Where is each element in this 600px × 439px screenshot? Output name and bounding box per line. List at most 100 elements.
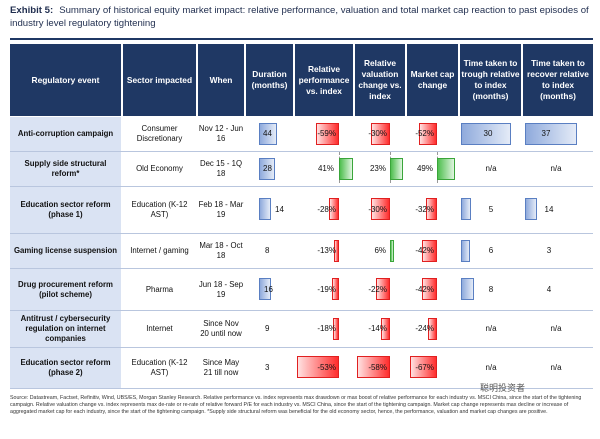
- mcap-bar: [428, 318, 437, 340]
- rel-perf-value: -13%: [317, 246, 336, 255]
- duration-value: 16: [264, 285, 273, 294]
- when: Dec 15 - 1Q 18: [199, 159, 243, 178]
- trough-bar: [461, 240, 470, 262]
- duration-bar: [259, 123, 277, 145]
- mcap-value: -42%: [415, 246, 434, 255]
- recover-value: n/a: [550, 363, 562, 372]
- rel-perf-bar: [297, 356, 339, 378]
- rel-val-bar: [371, 198, 390, 220]
- duration-value: 14: [275, 205, 284, 214]
- event-name: Education sector reform (phase 1): [10, 187, 121, 233]
- event-name: Supply side structural reform*: [10, 152, 121, 186]
- mcap-bar: [410, 356, 437, 378]
- duration-value: 9: [265, 324, 270, 333]
- recover-value: n/a: [550, 164, 562, 173]
- rel-perf-value: -19%: [317, 285, 336, 294]
- rel-val-bar: [376, 278, 390, 300]
- when: Mar 18 - Oct 18: [199, 241, 243, 260]
- mcap-bar: [437, 158, 455, 180]
- table-row: Education sector reform (phase 1) Educat…: [10, 187, 593, 234]
- duration-bar: [259, 278, 271, 300]
- when: Jun 18 - Sep 19: [198, 279, 244, 299]
- trough-value: 30: [483, 129, 493, 138]
- mcap-value: -42%: [415, 285, 434, 294]
- header-recover: Time taken to recover relative to index …: [523, 44, 593, 116]
- trough-value: n/a: [485, 164, 497, 173]
- rel-val-value: 6%: [374, 246, 386, 255]
- rel-perf-bar: [334, 240, 339, 262]
- event-name: Gaming license suspension: [10, 234, 121, 268]
- table-row: Antitrust / cybersecurity regulation on …: [10, 311, 593, 348]
- recover-value: 14: [544, 205, 554, 214]
- source-footnote: Source: Datastream, Factset, Refinitiv, …: [10, 395, 582, 415]
- table-row: Drug procurement reform (pilot scheme) P…: [10, 269, 593, 311]
- trough-value: 8: [488, 285, 494, 294]
- rel-perf-bar: [333, 318, 339, 340]
- rel-perf-bar: [332, 278, 339, 300]
- rel-perf-value: -59%: [317, 129, 336, 138]
- mcap-bar: [422, 278, 437, 300]
- event-name: Antitrust / cybersecurity regulation on …: [10, 311, 121, 347]
- rel-perf-value: -28%: [317, 205, 336, 214]
- when: Since May 21 till now: [202, 358, 240, 377]
- sector: Old Economy: [136, 164, 183, 173]
- when: Nov 12 - Jun 16: [198, 124, 244, 143]
- trough-value: 5: [488, 205, 494, 214]
- header-trough: Time taken to trough relative to index (…: [460, 44, 521, 116]
- rel-val-bar: [381, 318, 390, 340]
- trough-value: n/a: [485, 324, 497, 333]
- rel-val-bar: [371, 123, 390, 145]
- rel-val-value: 23%: [369, 164, 386, 173]
- recover-value: 37: [541, 129, 551, 138]
- when: Since Nov 20 until now: [200, 319, 242, 338]
- table-row: Anti-corruption campaign Consumer Discre…: [10, 117, 593, 152]
- when: Feb 18 - Mar 19: [198, 200, 244, 219]
- recover-value: 3: [546, 246, 552, 255]
- exhibit-title: Exhibit 5: Summary of historical equity m…: [10, 5, 589, 29]
- header-mcap: Market cap change: [407, 44, 458, 116]
- header-rel-val: Relative valuation change vs. index: [355, 44, 405, 116]
- watermark: 聪明投资者: [480, 383, 526, 393]
- event-name: Drug procurement reform (pilot scheme): [10, 269, 121, 310]
- duration-value: 44: [263, 129, 272, 138]
- table-row: Gaming license suspension Internet / gam…: [10, 234, 593, 269]
- recover-value: 4: [546, 285, 552, 294]
- trough-value: n/a: [485, 363, 497, 372]
- rel-val-value: -58%: [368, 363, 387, 372]
- rel-perf-value: -18%: [317, 324, 336, 333]
- duration-value: 3: [265, 363, 270, 372]
- rel-val-bar: [357, 356, 390, 378]
- event-name: Anti-corruption campaign: [10, 117, 121, 151]
- recover-bar: [525, 123, 577, 145]
- duration-bar: [259, 158, 275, 180]
- duration-bar: [259, 198, 271, 220]
- rel-perf-value: -53%: [317, 363, 336, 372]
- rel-val-value: -30%: [368, 129, 387, 138]
- trough-bar: [461, 123, 511, 145]
- sector: Consumer Discretionary: [136, 124, 183, 143]
- header-rel-perf: Relative performance vs. index: [295, 44, 353, 116]
- mcap-value: -52%: [415, 129, 434, 138]
- rel-val-bar: [390, 158, 403, 180]
- rel-perf-bar: [329, 198, 339, 220]
- rel-perf-value: 41%: [317, 164, 334, 173]
- title-rule: [10, 38, 593, 40]
- mcap-value: -24%: [415, 324, 434, 333]
- mcap-value: -67%: [415, 363, 434, 372]
- mcap-bar: [419, 123, 437, 145]
- rel-val-value: -30%: [368, 205, 387, 214]
- recover-value: n/a: [550, 324, 562, 333]
- table-row: Supply side structural reform* Old Econo…: [10, 152, 593, 187]
- rel-val-value: -22%: [368, 285, 387, 294]
- rel-perf-bar: [316, 123, 339, 145]
- recover-bar: [525, 198, 537, 220]
- rel-val-bar: [390, 240, 394, 262]
- mcap-bar: [426, 198, 437, 220]
- duration-value: 8: [265, 246, 270, 255]
- sector: Internet / gaming: [130, 246, 189, 255]
- sector: Pharma: [145, 284, 174, 294]
- rel-perf-bar: [339, 158, 353, 180]
- event-name: Education sector reform (phase 2): [10, 348, 121, 388]
- header-duration: Duration (months): [246, 44, 293, 116]
- mcap-value: 49%: [416, 164, 433, 173]
